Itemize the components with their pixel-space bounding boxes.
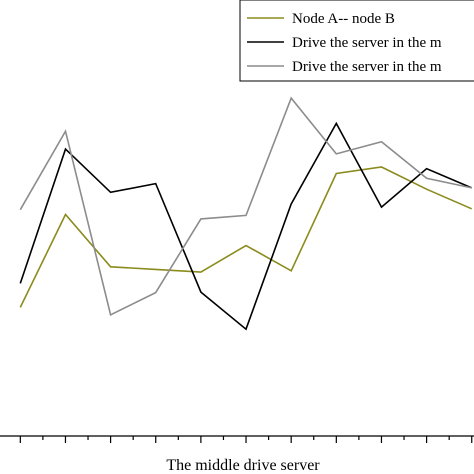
legend: Node A-- node B Drive the server in the m… — [239, 0, 474, 82]
legend-label-3: Drive the server in the m — [292, 59, 442, 75]
series-line-2 — [19, 121, 473, 331]
legend-box — [239, 0, 474, 82]
series-line-3 — [19, 96, 472, 316]
series-line-1 — [19, 166, 473, 308]
axes — [0, 435, 474, 443]
x-axis-ticks — [19, 436, 473, 443]
legend-items: Node A-- node B Drive the server in the m… — [247, 11, 442, 75]
series-layer — [19, 96, 473, 331]
legend-label-1: Node A-- node B — [292, 11, 395, 27]
legend-label-2: Drive the server in the m — [292, 35, 442, 51]
x-axis-title: The middle drive server — [166, 457, 320, 474]
